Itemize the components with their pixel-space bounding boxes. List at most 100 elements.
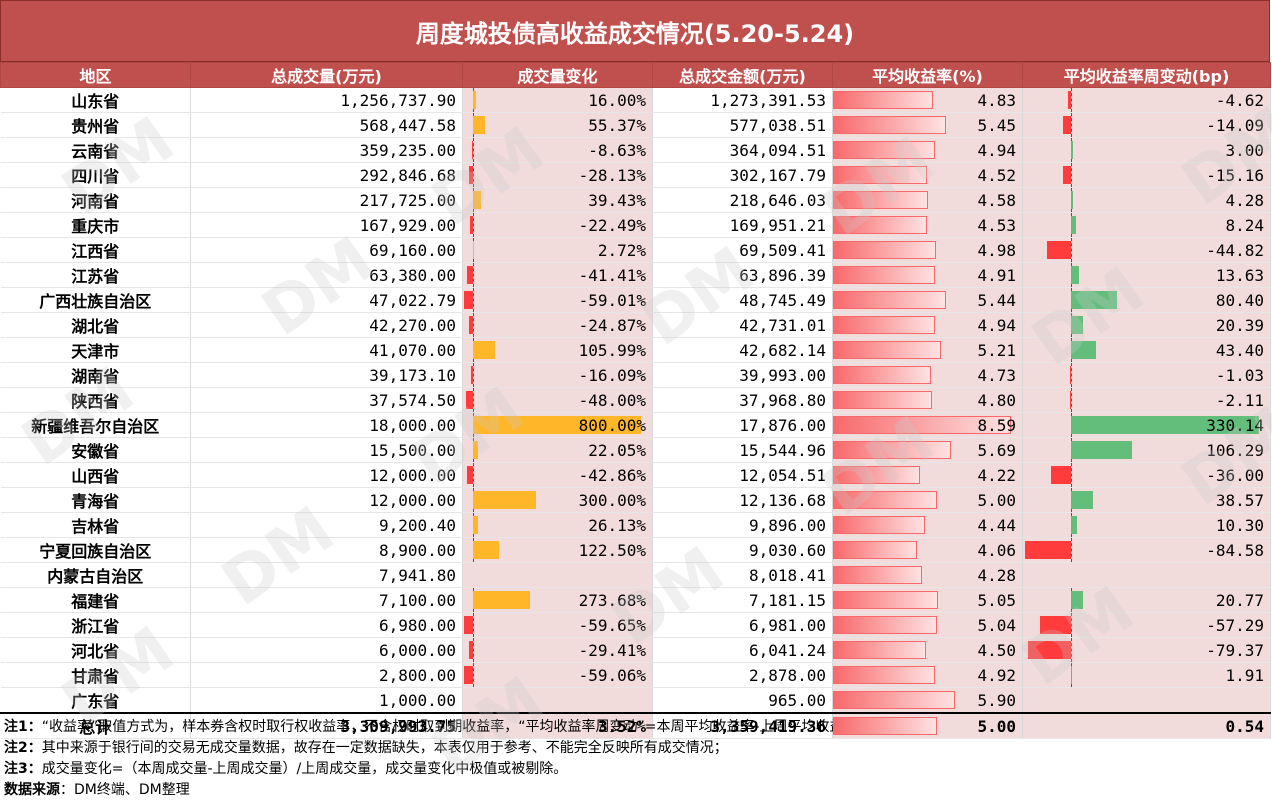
yield-change-cell: 330.14 [1022,412,1271,438]
volume-change-cell: -59.06% [462,662,653,688]
volume-cell: 15,500.00 [190,437,463,463]
volume-cell: 292,846.68 [190,162,463,188]
change-bar [473,91,477,109]
cell-value: 4.92 [977,665,1016,685]
zero-axis [473,213,474,237]
change-bar [469,316,473,334]
cell-value: -16.09% [578,365,646,385]
change-bar [468,641,473,659]
bp-change-bar [1071,266,1079,284]
avg-yield-cell: 5.21 [832,337,1023,363]
yield-change-cell: -14.09 [1022,112,1271,138]
yield-bar [833,291,946,309]
yield-change-cell: 3.00 [1022,137,1271,163]
zero-axis [473,163,474,187]
amount-cell: 39,993.00 [652,362,833,388]
cell-value: -59.06% [578,665,646,685]
amount-cell: 218,646.03 [652,187,833,213]
volume-cell: 7,100.00 [190,587,463,613]
cell-value: 20.77 [1215,590,1264,610]
region-cell: 河南省 [0,187,191,213]
volume-cell: 167,929.00 [190,212,463,238]
cell-value: 8.24 [1225,215,1264,235]
region-cell: 重庆市 [0,212,191,238]
cell-value: 80.40 [1215,290,1264,310]
yield-change-cell: 80.40 [1022,287,1271,313]
zero-axis [473,613,474,637]
amount-cell: 2,878.00 [652,662,833,688]
region-cell: 天津市 [0,337,191,363]
yield-bar [833,491,937,509]
avg-yield-cell: 5.04 [832,612,1023,638]
avg-yield-cell: 4.44 [832,512,1023,538]
cell-value: -41.41% [578,265,646,285]
col-header-amount: 总成交金额(万元) [652,62,833,88]
yield-change-cell: -4.62 [1022,87,1271,113]
zero-axis [473,638,474,662]
bp-change-bar [1039,616,1071,634]
cell-value: 4.83 [977,90,1016,110]
cell-value: -2.11 [1215,390,1264,410]
cell-value: 4.73 [977,365,1016,385]
change-bar [471,141,473,159]
yield-change-cell: 1.91 [1022,662,1271,688]
total-avg-yield: 5.00 [832,712,1023,739]
table-row: 甘肃省 2,800.00 -59.06% 2,878.00 4.92 1.91 [0,662,1271,688]
avg-yield-cell: 4.52 [832,162,1023,188]
col-header-avg-yield: 平均收益率(%) [832,62,1023,88]
volume-change-cell: 22.05% [462,437,653,463]
note-1: 注1：“收益率”取值方式为，样本券含权时取行权收益率，不含权时取到期收益率，“平… [4,719,872,735]
bp-change-bar [1071,516,1077,534]
cell-value: 5.04 [977,615,1016,635]
cell-value: 4.06 [977,540,1016,560]
table-row: 四川省 292,846.68 -28.13% 302,167.79 4.52 -15.16 [0,162,1271,188]
region-cell: 浙江省 [0,612,191,638]
col-header-volume: 总成交量(万元) [190,62,463,88]
yield-bar [833,316,936,334]
cell-value: 800.00% [578,415,646,435]
amount-cell: 15,544.96 [652,437,833,463]
region-cell: 湖北省 [0,312,191,338]
volume-change-cell: 105.99% [462,337,653,363]
amount-cell: 69,509.41 [652,237,833,263]
cell-value: -29.41% [578,640,646,660]
region-cell: 福建省 [0,587,191,613]
cell-value: 5.05 [977,590,1016,610]
avg-yield-cell: 4.80 [832,387,1023,413]
volume-change-cell: 26.13% [462,512,653,538]
volume-cell: 568,447.58 [190,112,463,138]
region-cell: 内蒙古自治区 [0,562,191,588]
yield-bar [833,366,931,384]
amount-cell: 169,951.21 [652,212,833,238]
volume-change-cell [462,562,653,588]
zero-axis [473,363,474,387]
amount-cell: 577,038.51 [652,112,833,138]
cell-value: -36.00 [1206,465,1264,485]
change-bar [473,341,496,359]
yield-bar [833,666,935,684]
cell-value: 5.69 [977,440,1016,460]
table-row: 吉林省 9,200.40 26.13% 9,896.00 4.44 10.30 [0,512,1271,538]
cell-value: 4.44 [977,515,1016,535]
amount-cell: 9,896.00 [652,512,833,538]
table-row: 河北省 6,000.00 -29.41% 6,041.24 4.50 -79.37 [0,637,1271,663]
region-cell: 新疆维吾尔自治区 [0,412,191,438]
volume-change-cell: 800.00% [462,412,653,438]
yield-bar [833,91,934,109]
change-bar [470,366,473,384]
volume-cell: 217,725.00 [190,187,463,213]
region-cell: 甘肃省 [0,662,191,688]
cell-value: 5.45 [977,115,1016,135]
cell-value: 8.59 [977,415,1016,435]
region-cell: 宁夏回族自治区 [0,537,191,563]
change-bar [466,266,473,284]
col-header-region: 地区 [0,62,191,88]
amount-cell: 965.00 [652,687,833,714]
cell-value: 13.63 [1215,265,1264,285]
amount-cell: 6,041.24 [652,637,833,663]
volume-change-cell: -59.01% [462,287,653,313]
volume-cell: 8,900.00 [190,537,463,563]
volume-cell: 41,070.00 [190,337,463,363]
yield-change-cell: 8.24 [1022,212,1271,238]
note-3: 注3：成交量变化=（本周成交量-上周成交量）/上周成交量，成交量变化中极值或被剔… [4,761,568,777]
